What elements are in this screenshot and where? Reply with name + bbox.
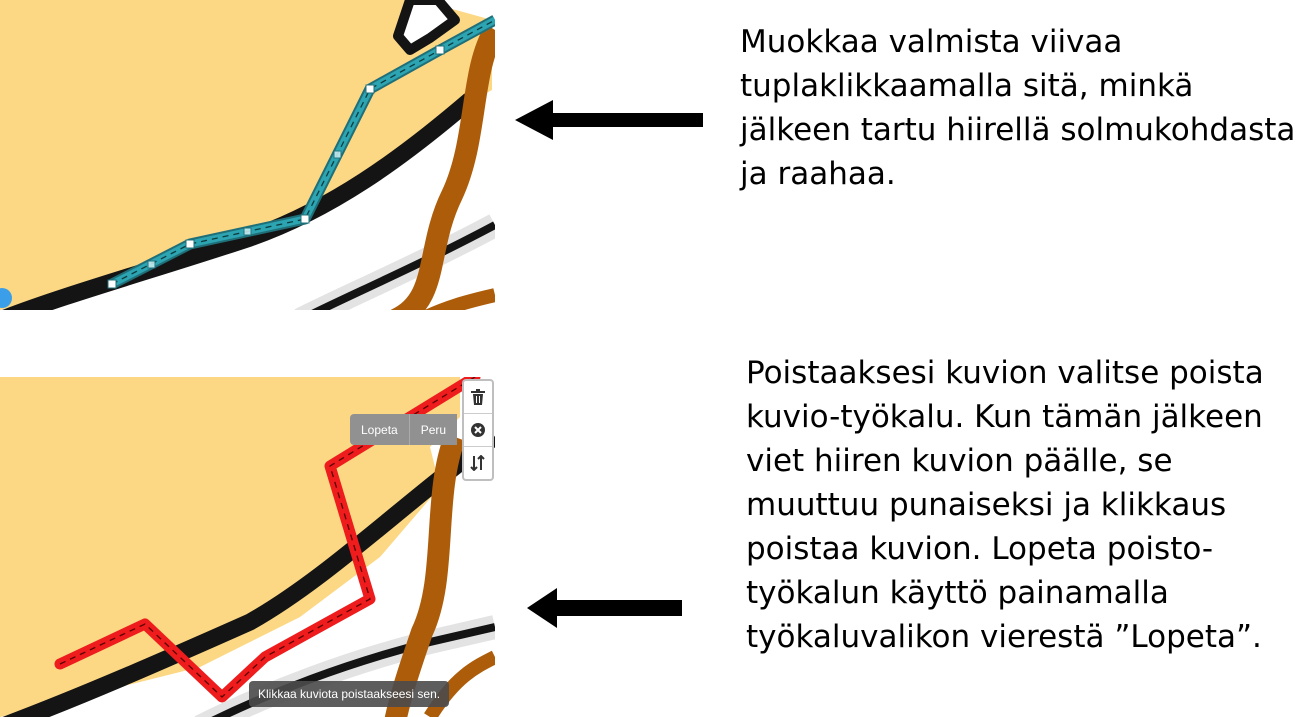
vertex-handle (185, 239, 195, 249)
remove-tool-button[interactable] (464, 414, 492, 447)
delete-instruction-text: Poistaaksesi kuvion valitse poista kuvio… (746, 351, 1264, 659)
instruction-line: viet hiiren kuvion päälle, se (746, 443, 1173, 479)
sort-arrows-icon (470, 455, 485, 471)
instruction-line: ja raahaa. (740, 156, 896, 192)
arrow-left-icon (527, 588, 682, 628)
midpoint-handle (243, 227, 252, 236)
instruction-line: Poistaaksesi kuvion valitse poista (746, 355, 1264, 391)
delete-tool-button[interactable] (464, 381, 492, 414)
instruction-line: kuvio-työkalu. Kun tämän jälkeen (746, 399, 1263, 435)
instruction-line: työkalun käyttö painamalla (746, 575, 1169, 611)
vertex-handle (365, 84, 375, 94)
midpoint-handle (333, 150, 342, 159)
draw-actions-bar: Lopeta Peru (350, 414, 458, 445)
map-view-edit[interactable] (0, 0, 495, 310)
finish-button[interactable]: Lopeta (361, 422, 398, 437)
cancel-button[interactable]: Peru (408, 414, 457, 445)
vertex-handle (107, 279, 117, 289)
instruction-line: tuplaklikkaamalla sitä, minkä (740, 68, 1194, 104)
draw-toolbar (462, 379, 494, 481)
instruction-line: Muokkaa valmista viivaa (740, 24, 1123, 60)
midpoint-handle (147, 260, 156, 269)
vertex-handle (300, 214, 310, 224)
instruction-line: työkaluvalikon vierestä ”Lopeta”. (746, 619, 1262, 655)
vertex-handle (435, 45, 445, 55)
trash-icon (471, 389, 485, 405)
close-circle-icon (471, 423, 485, 437)
edit-instruction-text: Muokkaa valmista viivaa tuplaklikkaamall… (740, 20, 1295, 196)
instruction-line: jälkeen tartu hiirellä solmukohdasta (740, 112, 1296, 148)
reverse-tool-button[interactable] (464, 447, 492, 479)
instruction-line: muuttuu punaiseksi ja klikkaus (746, 487, 1227, 523)
arrow-left-icon (515, 100, 703, 140)
instruction-line: poistaa kuvion. Lopeta poisto- (746, 531, 1214, 567)
delete-tooltip: Klikkaa kuviota poistaakseesi sen. (249, 681, 450, 707)
